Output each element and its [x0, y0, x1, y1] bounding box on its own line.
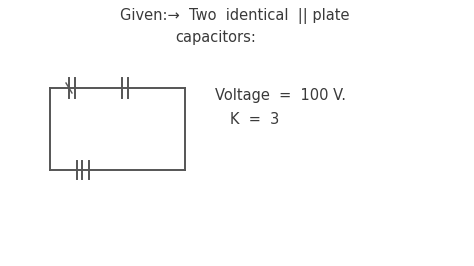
Text: capacitors:: capacitors: — [175, 30, 256, 45]
Text: Given:→  Two  identical  || plate: Given:→ Two identical || plate — [120, 8, 349, 24]
Text: Voltage  =  100 V.: Voltage = 100 V. — [215, 88, 346, 103]
Text: K  =  3: K = 3 — [230, 112, 279, 127]
